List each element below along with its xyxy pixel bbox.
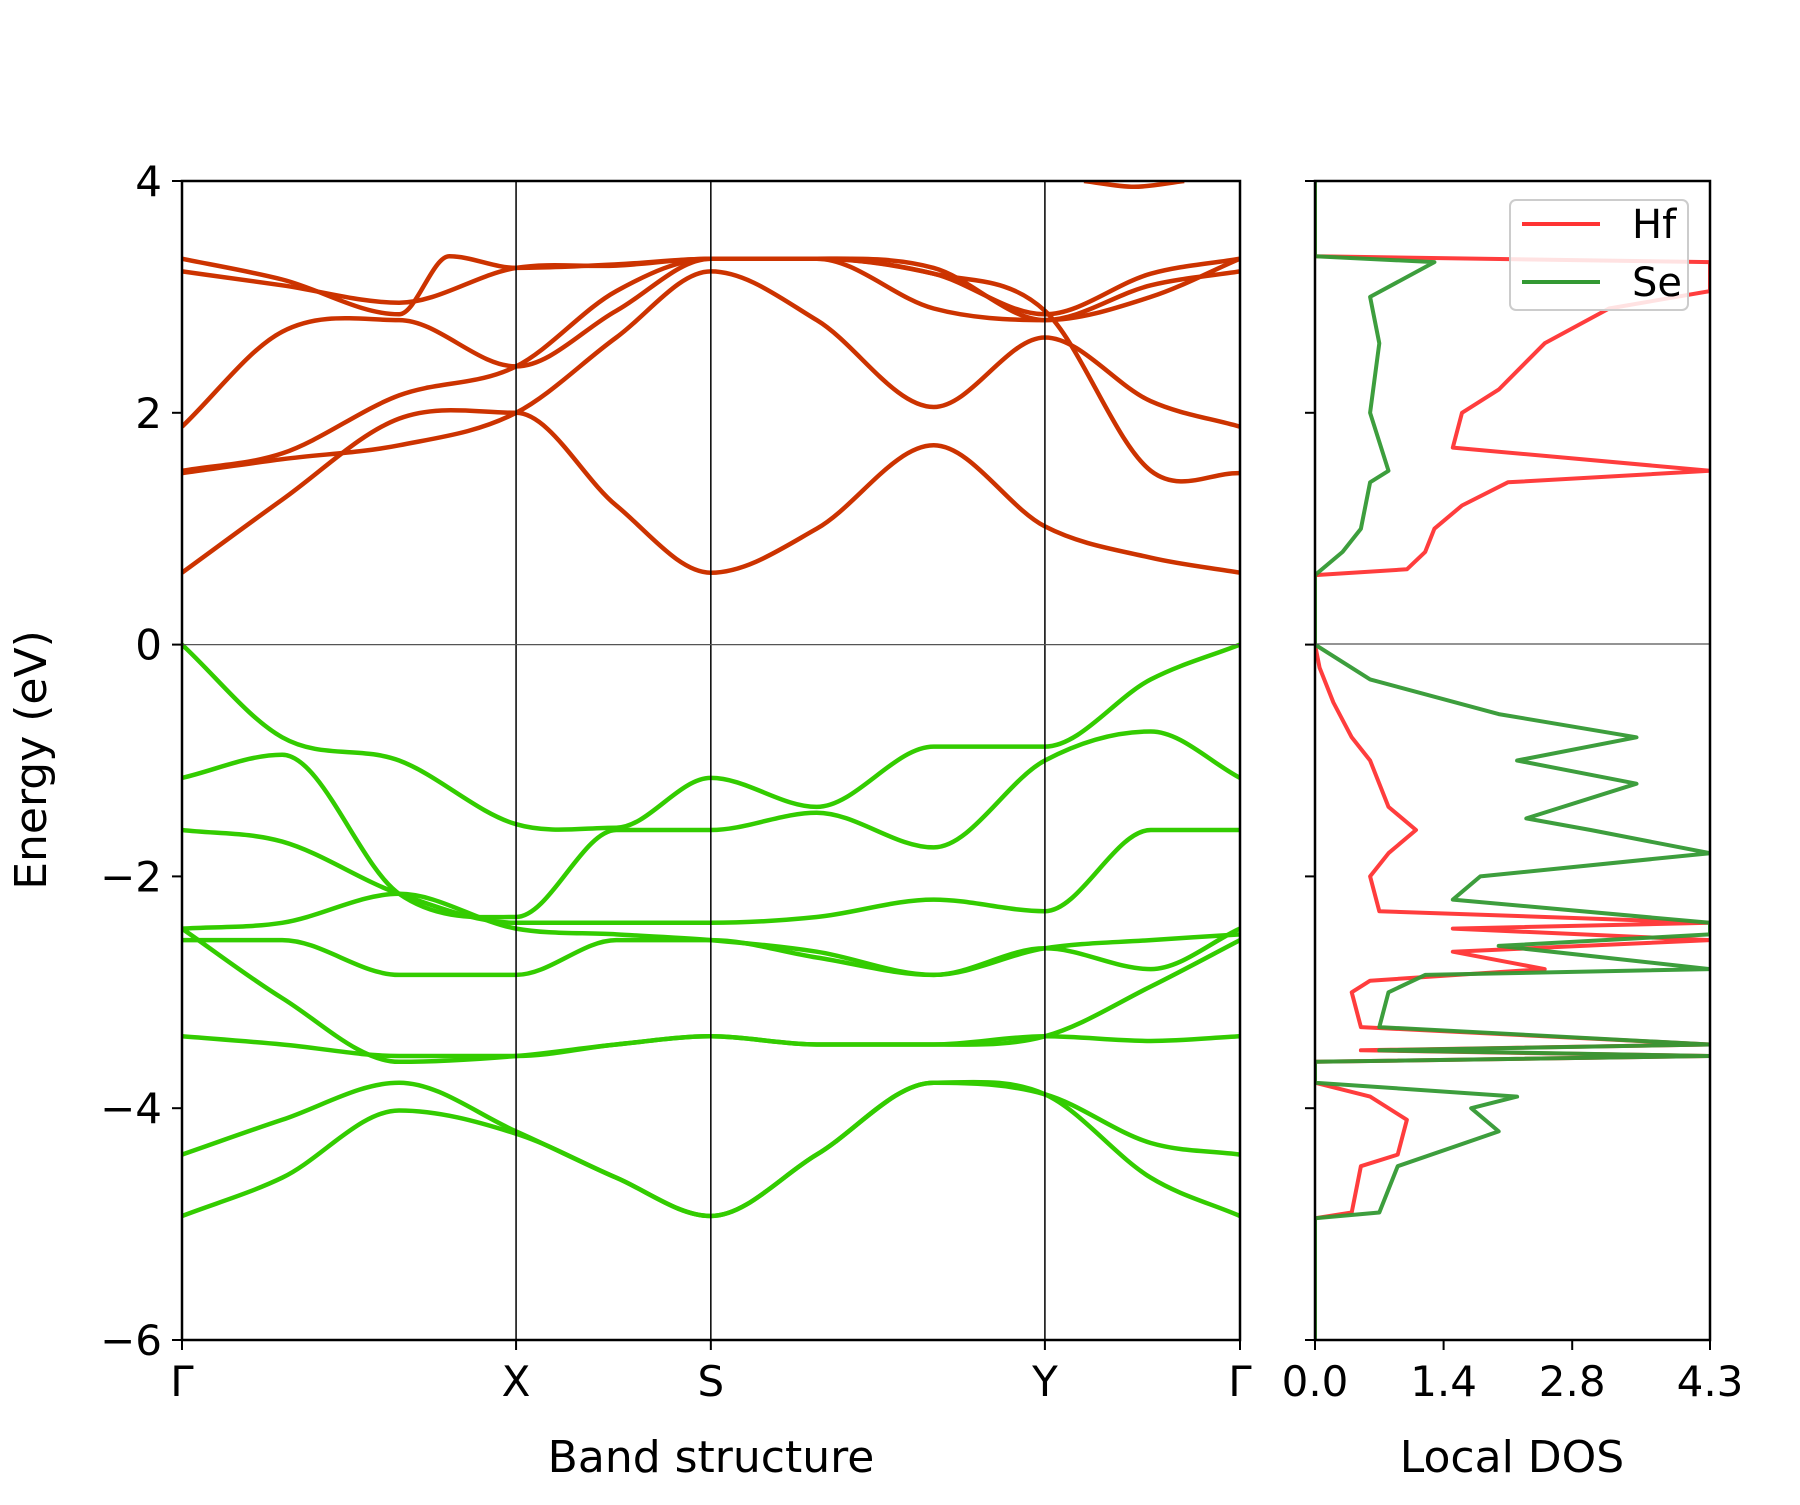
kpoint-tick-label: Γ bbox=[170, 1357, 194, 1406]
local-dos-panel: 0.0 1.4 2.8 4.3 Local DOS Hf Se bbox=[1282, 179, 1744, 1483]
legend: Hf Se bbox=[1509, 199, 1689, 311]
dos-energy-ticks bbox=[1305, 180, 1315, 1341]
energy-tick-label: 4 bbox=[135, 157, 162, 206]
legend-se-label: Se bbox=[1632, 260, 1682, 306]
dos-tick-label: 0.0 bbox=[1282, 1357, 1349, 1406]
kpoint-tick-label: Γ bbox=[1228, 1357, 1252, 1406]
energy-ticks: 4 2 0 −2 −4 −6 bbox=[100, 157, 182, 1365]
local-dos-xlabel: Local DOS bbox=[1400, 1432, 1624, 1483]
band-vb2 bbox=[182, 729, 1240, 920]
energy-tick-label: −4 bbox=[100, 1084, 162, 1133]
dos-axes-frame bbox=[1313, 179, 1712, 1342]
legend-hf-label: Hf bbox=[1632, 202, 1677, 248]
dos-line-hf bbox=[1315, 181, 1710, 1340]
band-structure-xlabel: Band structure bbox=[548, 1432, 875, 1483]
band-cb1 bbox=[182, 407, 1240, 575]
kpoint-tick-label: X bbox=[502, 1357, 531, 1406]
energy-tick-label: −2 bbox=[100, 852, 162, 901]
band-cb7 bbox=[1083, 181, 1185, 190]
energy-tick-label: −6 bbox=[100, 1316, 162, 1365]
dos-tick-label: 1.4 bbox=[1410, 1357, 1477, 1406]
energy-tick-label: 2 bbox=[135, 389, 162, 438]
band-cb6 bbox=[182, 254, 1240, 317]
band-structure-panel: 4 2 0 −2 −4 −6 Γ X S Y Γ Band structure Energy (e… bbox=[6, 157, 1252, 1483]
dos-tick-label: 2.8 bbox=[1539, 1357, 1606, 1406]
energy-tick-label: 0 bbox=[135, 621, 162, 670]
dos-ticks: 0.0 1.4 2.8 4.3 bbox=[1282, 1340, 1744, 1406]
kpoint-tick-label: S bbox=[697, 1357, 724, 1406]
dos-tick-label: 4.3 bbox=[1677, 1357, 1744, 1406]
kpoint-tick-label: Y bbox=[1031, 1357, 1058, 1406]
dos-lines bbox=[1315, 181, 1710, 1340]
band-grid bbox=[182, 181, 1240, 1340]
dos-line-se bbox=[1315, 181, 1710, 1340]
energy-ylabel: Energy (eV) bbox=[6, 630, 57, 890]
